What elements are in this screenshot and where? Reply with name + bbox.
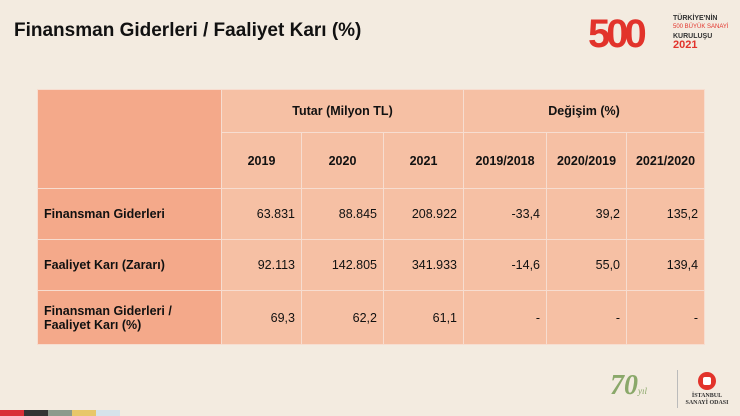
table-row: Finansman Giderleri / Faaliyet Karı (%) … bbox=[37, 290, 706, 345]
table-cell: 62,2 bbox=[301, 290, 384, 345]
table-row: Finansman Giderleri 63.831 88.845 208.92… bbox=[37, 188, 706, 240]
table-cell: - bbox=[626, 290, 706, 345]
table-cell: 139,4 bbox=[626, 239, 706, 291]
strip-segment bbox=[24, 410, 48, 416]
column-header: 2020 bbox=[301, 132, 384, 189]
column-header: 2019 bbox=[221, 132, 302, 189]
iso-logo: İSTANBUL SANAYİ ODASI bbox=[682, 372, 732, 407]
strip-segment bbox=[0, 410, 24, 416]
table-cell: 39,2 bbox=[546, 188, 628, 240]
turkiye-500-logo: 500 TÜRKİYE'NİN 500 BÜYÜK SANAYİ KURULUŞ… bbox=[588, 8, 738, 60]
column-header: 2019/2018 bbox=[463, 132, 548, 189]
table-corner-cell bbox=[37, 89, 222, 189]
iso-mark-icon bbox=[698, 372, 716, 390]
strip-segment bbox=[72, 410, 96, 416]
table-cell: 88.845 bbox=[301, 188, 384, 240]
table-column-header-row: 2019 2020 2021 2019/2018 2020/2019 2021/… bbox=[38, 132, 706, 189]
table-cell: 142.805 bbox=[301, 239, 384, 291]
logo-70-number: 70 bbox=[610, 370, 638, 401]
table-cell: 135,2 bbox=[626, 188, 706, 240]
column-header: 2021 bbox=[382, 132, 465, 189]
table-cell: -14,6 bbox=[463, 239, 548, 291]
group-header-amount: Tutar (Milyon TL) bbox=[220, 89, 465, 133]
financial-table: Tutar (Milyon TL) Değişim (%) 2019 2020 … bbox=[37, 89, 706, 345]
table-cell: 63.831 bbox=[221, 188, 302, 240]
strip-segment bbox=[48, 410, 72, 416]
group-header-change: Değişim (%) bbox=[463, 89, 706, 133]
row-label: Finansman Giderleri bbox=[37, 188, 222, 240]
logo-500-line2: 500 BÜYÜK SANAYİ bbox=[673, 24, 729, 30]
logo-500-text: TÜRKİYE'NİN 500 BÜYÜK SANAYİ KURULUŞU 20… bbox=[673, 14, 737, 51]
column-header: 2020/2019 bbox=[546, 132, 628, 189]
color-strip bbox=[0, 410, 120, 416]
table-cell: 341.933 bbox=[382, 239, 465, 291]
column-header: 2021/2020 bbox=[626, 132, 706, 189]
table-cell: 61,1 bbox=[382, 290, 465, 345]
logo-70-suffix: yıl bbox=[638, 386, 647, 396]
table-row: Faaliyet Karı (Zararı) 92.113 142.805 34… bbox=[37, 239, 706, 291]
table-cell: 208.922 bbox=[382, 188, 465, 240]
page-title: Finansman Giderleri / Faaliyet Karı (%) bbox=[14, 20, 362, 41]
table-cell: - bbox=[546, 290, 628, 345]
strip-segment bbox=[96, 410, 120, 416]
table-cell: - bbox=[463, 290, 548, 345]
table-cell: 92.113 bbox=[221, 239, 302, 291]
logo-500-number: 500 bbox=[588, 12, 647, 56]
table-cell: 69,3 bbox=[221, 290, 302, 345]
logo-500-line1: TÜRKİYE'NİN bbox=[673, 15, 718, 22]
row-label: Faaliyet Karı (Zararı) bbox=[37, 239, 222, 291]
logo-divider bbox=[677, 370, 678, 408]
table-group-header-row: Tutar (Milyon TL) Değişim (%) bbox=[37, 89, 706, 189]
table-cell: 55,0 bbox=[546, 239, 628, 291]
row-label: Finansman Giderleri / Faaliyet Karı (%) bbox=[37, 290, 222, 345]
table-cell: -33,4 bbox=[463, 188, 548, 240]
logo-500-year: 2021 bbox=[673, 39, 698, 51]
iso-name: İSTANBUL SANAYİ ODASI bbox=[685, 393, 729, 406]
70-year-logo: 70yıl bbox=[610, 370, 647, 402]
logo-500-line3: KURULUŞU bbox=[673, 33, 713, 40]
